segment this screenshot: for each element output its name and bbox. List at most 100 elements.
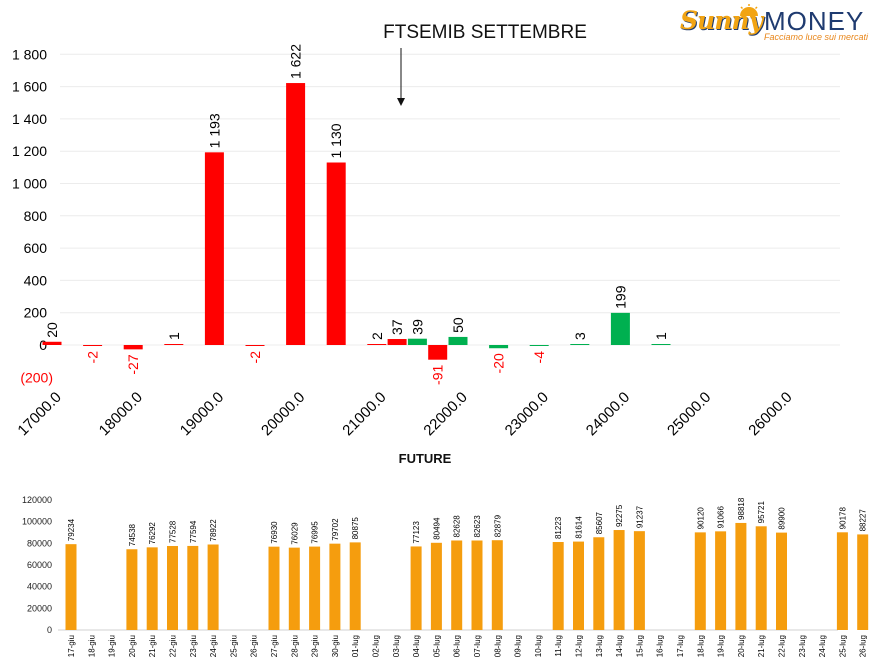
data-label: 77594 xyxy=(189,520,198,543)
data-label: -27 xyxy=(125,354,141,374)
data-label: 76029 xyxy=(290,522,299,545)
x-tick-label: 02-lug xyxy=(372,635,381,657)
data-label: 81223 xyxy=(554,516,563,539)
y-tick-label: 80000 xyxy=(27,538,52,548)
x-tick-label: 26000.0 xyxy=(745,389,795,439)
logo-text-money: MONEY xyxy=(764,6,865,36)
bar xyxy=(776,532,787,630)
bar xyxy=(610,312,630,345)
data-label: -91 xyxy=(430,364,446,384)
bar xyxy=(326,162,346,345)
x-tick-label: 25-giu xyxy=(229,635,238,657)
bar xyxy=(207,544,219,630)
future-volume-chart: FUTURE 0 20000 40000 60000 80000 100000 120000 7… xyxy=(22,451,869,657)
x-tick-label: 29-giu xyxy=(311,635,320,657)
data-label: 91066 xyxy=(717,506,726,529)
y-tick-label: 60000 xyxy=(27,560,52,570)
data-label: 1 193 xyxy=(206,113,222,148)
bar xyxy=(123,345,143,350)
x-tick-label: 25000.0 xyxy=(664,389,714,439)
x-tick-label: 26-lug xyxy=(859,635,868,657)
data-label: 39 xyxy=(409,319,425,335)
data-label: 199 xyxy=(612,285,628,309)
logo-tagline: Facciamo luce sui mercati xyxy=(764,32,869,42)
annotation-arrow-head xyxy=(397,98,405,106)
bar xyxy=(836,532,848,630)
x-tick-label: 17-giu xyxy=(67,635,76,657)
chart-title: FTSEMIB SETTEMBRE xyxy=(383,22,587,43)
x-tick-label: 28-giu xyxy=(290,635,299,657)
x-tick-label: 18000.0 xyxy=(96,389,146,439)
x-tick-label: 25-lug xyxy=(838,635,847,657)
bar xyxy=(430,542,442,630)
bar xyxy=(529,345,549,346)
data-label: 2 xyxy=(369,332,385,340)
bar xyxy=(245,345,265,346)
bar xyxy=(573,541,584,630)
x-tick-label: 23-lug xyxy=(798,635,807,657)
x-tick-label: 22-giu xyxy=(169,635,178,657)
x-tick-label: 08-lug xyxy=(493,635,502,657)
x-tick-label: 03-lug xyxy=(392,635,401,657)
y-tick-label: 400 xyxy=(24,272,48,288)
x-tick-label: 23-giu xyxy=(189,635,198,657)
bar xyxy=(65,544,77,630)
bar xyxy=(329,543,341,630)
bar xyxy=(146,547,158,630)
x-tick-label: 16-lug xyxy=(656,635,665,657)
data-label: 79702 xyxy=(331,518,340,541)
x-tick-label: 04-lug xyxy=(412,635,421,657)
x-tick-label: 10-lug xyxy=(534,635,543,657)
bar xyxy=(451,540,463,630)
x-tick-label: 17000.0 xyxy=(14,389,64,439)
x-tick-label: 26-giu xyxy=(250,635,259,657)
bar xyxy=(651,344,671,345)
y-tick-label: 600 xyxy=(24,240,48,256)
bar xyxy=(715,531,727,630)
x-tick-label: 21000.0 xyxy=(339,389,389,439)
x-tick-label: 24-lug xyxy=(818,635,827,657)
data-label: 90178 xyxy=(838,507,847,530)
data-label: 79234 xyxy=(67,518,76,541)
bar xyxy=(83,345,103,346)
chart-title: FUTURE xyxy=(399,451,452,466)
x-tick-label: 19000.0 xyxy=(177,389,227,439)
bar xyxy=(288,547,300,630)
data-label: 88227 xyxy=(859,509,868,532)
data-label: 92275 xyxy=(615,504,624,527)
data-label: 50 xyxy=(450,317,466,333)
bar xyxy=(613,530,625,630)
data-label: 85607 xyxy=(595,511,604,534)
x-tick-label: 27-giu xyxy=(270,635,279,657)
data-label: 98818 xyxy=(737,497,746,520)
x-tick-label: 20-lug xyxy=(737,635,746,657)
y-tick-label: 120000 xyxy=(22,495,52,505)
data-label: 78922 xyxy=(209,519,218,542)
bar xyxy=(593,537,605,630)
bar xyxy=(694,532,706,630)
x-tick-label: 17-lug xyxy=(676,635,685,657)
x-tick-label: 19-lug xyxy=(717,635,726,657)
bar xyxy=(387,339,407,345)
bar xyxy=(164,344,184,345)
data-label: 81614 xyxy=(575,516,584,539)
x-tick-label: 12-lug xyxy=(575,635,584,657)
sunnymoney-logo: Sunny MONEY Facciamo luce sui mercati xyxy=(676,4,876,46)
x-tick-label: 06-lug xyxy=(453,635,462,657)
y-tick-label: 40000 xyxy=(27,582,52,592)
data-label: 80875 xyxy=(351,517,360,540)
y-tick-label: 1 200 xyxy=(12,143,47,159)
data-label: 82623 xyxy=(473,515,482,538)
y-tick-label: 1 800 xyxy=(12,46,47,62)
bar xyxy=(633,531,645,630)
bar xyxy=(428,345,448,360)
data-label: 76930 xyxy=(270,521,279,544)
bar xyxy=(268,546,280,630)
data-label: 90120 xyxy=(696,507,705,530)
data-label: 1 622 xyxy=(288,44,304,79)
y-tick-label: 0 xyxy=(47,625,52,635)
bar xyxy=(204,152,224,345)
bar xyxy=(735,522,747,630)
x-tick-label: 21-giu xyxy=(148,635,157,657)
x-tick-label: 15-lug xyxy=(635,635,644,657)
